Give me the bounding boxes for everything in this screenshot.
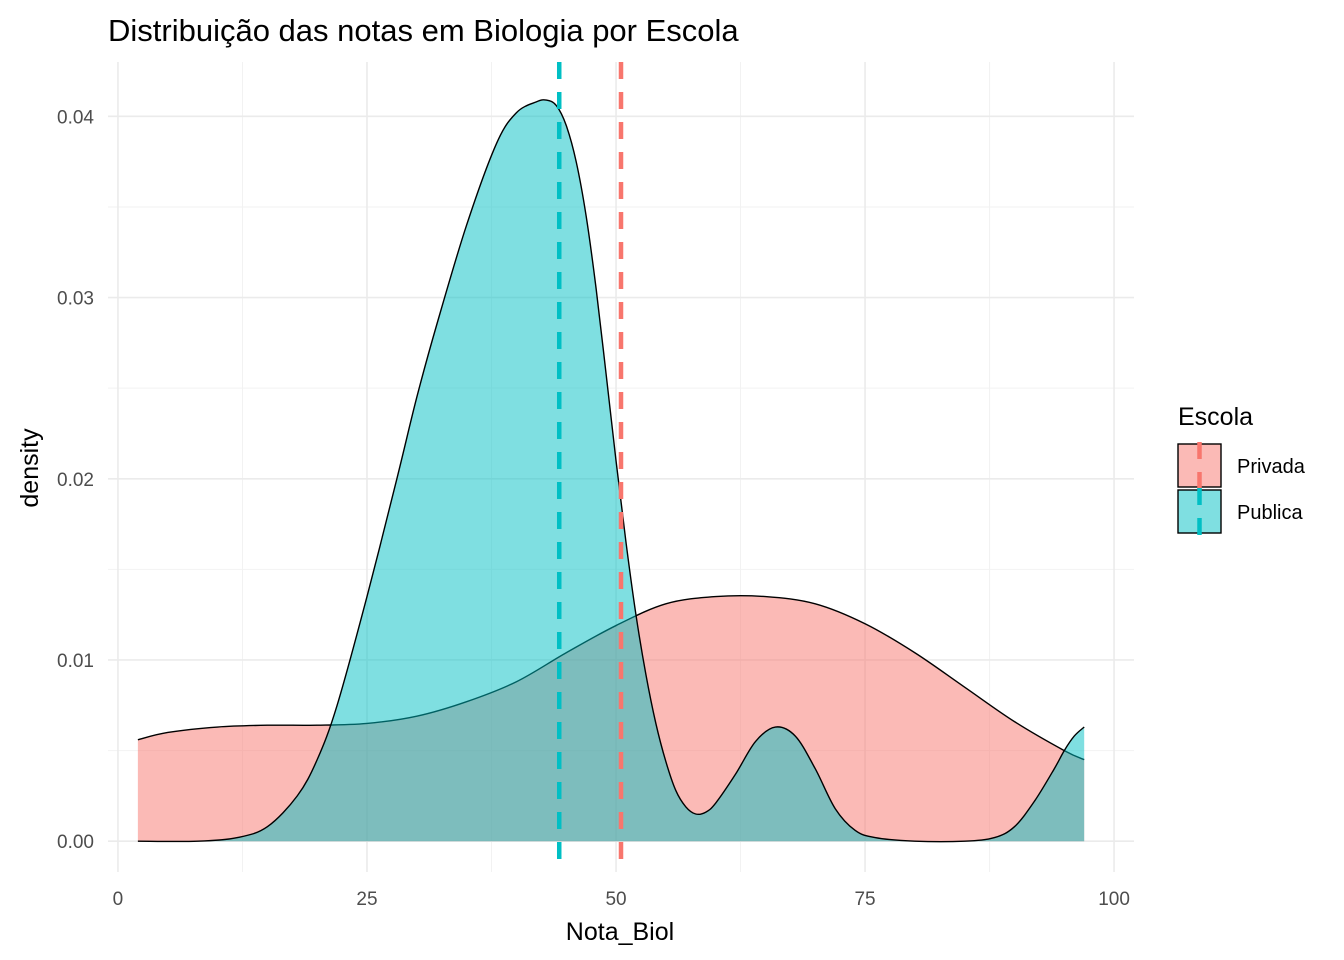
- x-tick-label: 100: [1098, 889, 1130, 910]
- y-tick-label: 0.02: [57, 470, 94, 491]
- x-tick-label: 25: [356, 889, 377, 910]
- chart-title: Distribuição das notas em Biologia por E…: [108, 13, 739, 48]
- legend-label-publica: Publica: [1237, 502, 1303, 524]
- x-tick-label: 0: [113, 889, 124, 910]
- density-curve-publica: [137, 99, 1085, 843]
- x-axis-title: Nota_Biol: [566, 918, 674, 946]
- y-tick-label: 0.04: [57, 107, 94, 128]
- y-axis-title: density: [16, 428, 44, 508]
- y-tick-label: 0.01: [57, 651, 94, 672]
- x-tick-labels: 0 25 50 75 100: [113, 889, 1130, 910]
- legend-label-privada: Privada: [1237, 456, 1306, 478]
- y-tick-labels: 0.00 0.01 0.02 0.03 0.04: [57, 107, 94, 853]
- y-tick-label: 0.00: [57, 832, 94, 853]
- legend-key-publica: [1177, 488, 1222, 535]
- density-areas: [137, 99, 1085, 843]
- legend: Escola Privada Publica: [1177, 403, 1306, 535]
- x-tick-label: 75: [854, 889, 875, 910]
- legend-key-privada: [1177, 442, 1222, 489]
- legend-title: Escola: [1178, 403, 1253, 431]
- y-tick-label: 0.03: [57, 289, 94, 310]
- density-area-publica: [137, 99, 1085, 842]
- x-tick-label: 50: [605, 889, 626, 910]
- mean-lines: [556, 62, 624, 872]
